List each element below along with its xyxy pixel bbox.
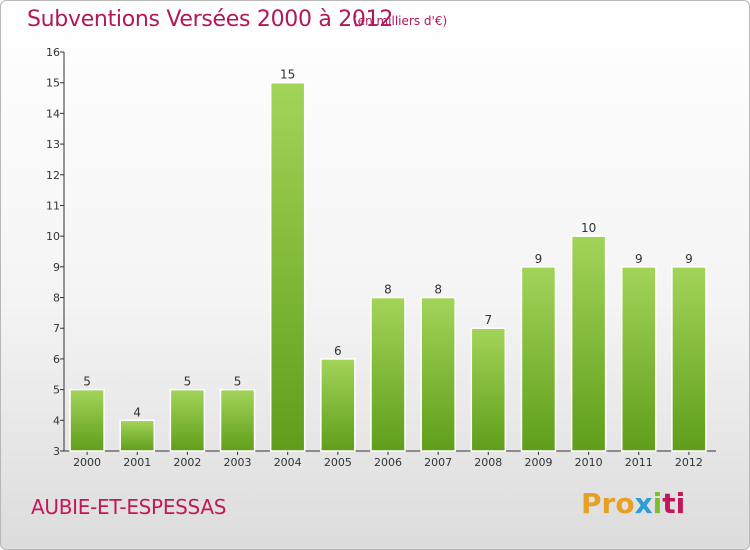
x-tick-label: 2002 (173, 456, 201, 469)
x-tick-label: 2001 (123, 456, 151, 469)
x-tick-label: 2007 (424, 456, 452, 469)
bar (420, 296, 456, 452)
x-tick-label: 2012 (675, 456, 703, 469)
logo-part-1: Pro (581, 487, 635, 520)
x-tick-label: 2004 (274, 456, 302, 469)
chart-title: Subventions Versées 2000 à 2012 (27, 7, 394, 32)
data-label: 9 (685, 252, 693, 266)
chart-subtitle: (en milliers d'€) (353, 14, 448, 28)
bar (119, 419, 155, 452)
y-tick-label: 5 (53, 384, 60, 397)
x-tick-label: 2009 (524, 456, 552, 469)
data-label: 5 (234, 375, 242, 389)
logo-part-2: x (634, 487, 653, 520)
y-tick-label: 8 (53, 292, 60, 305)
y-tick-label: 3 (53, 445, 60, 458)
data-label: 10 (581, 221, 596, 235)
data-label: 8 (384, 283, 392, 297)
x-tick-label: 2005 (324, 456, 352, 469)
data-label: 7 (484, 313, 492, 327)
bar (470, 327, 507, 452)
x-tick-label: 2008 (474, 456, 502, 469)
bar (219, 388, 256, 452)
bar (671, 266, 707, 452)
y-tick-label: 11 (46, 199, 60, 212)
data-label: 9 (535, 252, 543, 266)
bar (520, 266, 557, 452)
x-tick-label: 2010 (575, 456, 603, 469)
x-tick-label: 2006 (374, 456, 402, 469)
x-tick-label: 2000 (73, 456, 101, 469)
data-label: 5 (83, 375, 91, 389)
data-label: 9 (635, 252, 643, 266)
y-tick-label: 16 (46, 46, 60, 59)
y-tick-label: 6 (53, 353, 60, 366)
data-label: 4 (133, 405, 141, 419)
bar (69, 388, 105, 452)
y-tick-label: 4 (53, 414, 60, 427)
data-label: 5 (184, 375, 192, 389)
data-label: 6 (334, 344, 342, 358)
data-label: 8 (434, 283, 442, 297)
logo-part-4: ti (662, 487, 686, 520)
y-tick-label: 7 (53, 322, 60, 335)
commune-name: AUBIE-ET-ESPESSAS (31, 495, 227, 519)
proxiti-logo: Proxiti (581, 487, 685, 520)
y-tick-label: 10 (46, 230, 60, 243)
y-tick-label: 13 (46, 138, 60, 151)
x-tick-label: 2011 (625, 456, 653, 469)
y-tick-label: 14 (46, 107, 60, 120)
bar (169, 388, 206, 452)
bar (570, 235, 607, 452)
bar (370, 296, 406, 452)
x-tick-label: 2003 (224, 456, 252, 469)
logo-part-3: i (652, 487, 663, 520)
y-tick-label: 9 (53, 261, 60, 274)
bar (621, 266, 657, 452)
y-tick-label: 15 (46, 77, 60, 90)
bar (269, 81, 306, 452)
y-tick-label: 12 (46, 169, 60, 182)
data-label: 15 (280, 68, 295, 82)
bar (320, 358, 356, 452)
